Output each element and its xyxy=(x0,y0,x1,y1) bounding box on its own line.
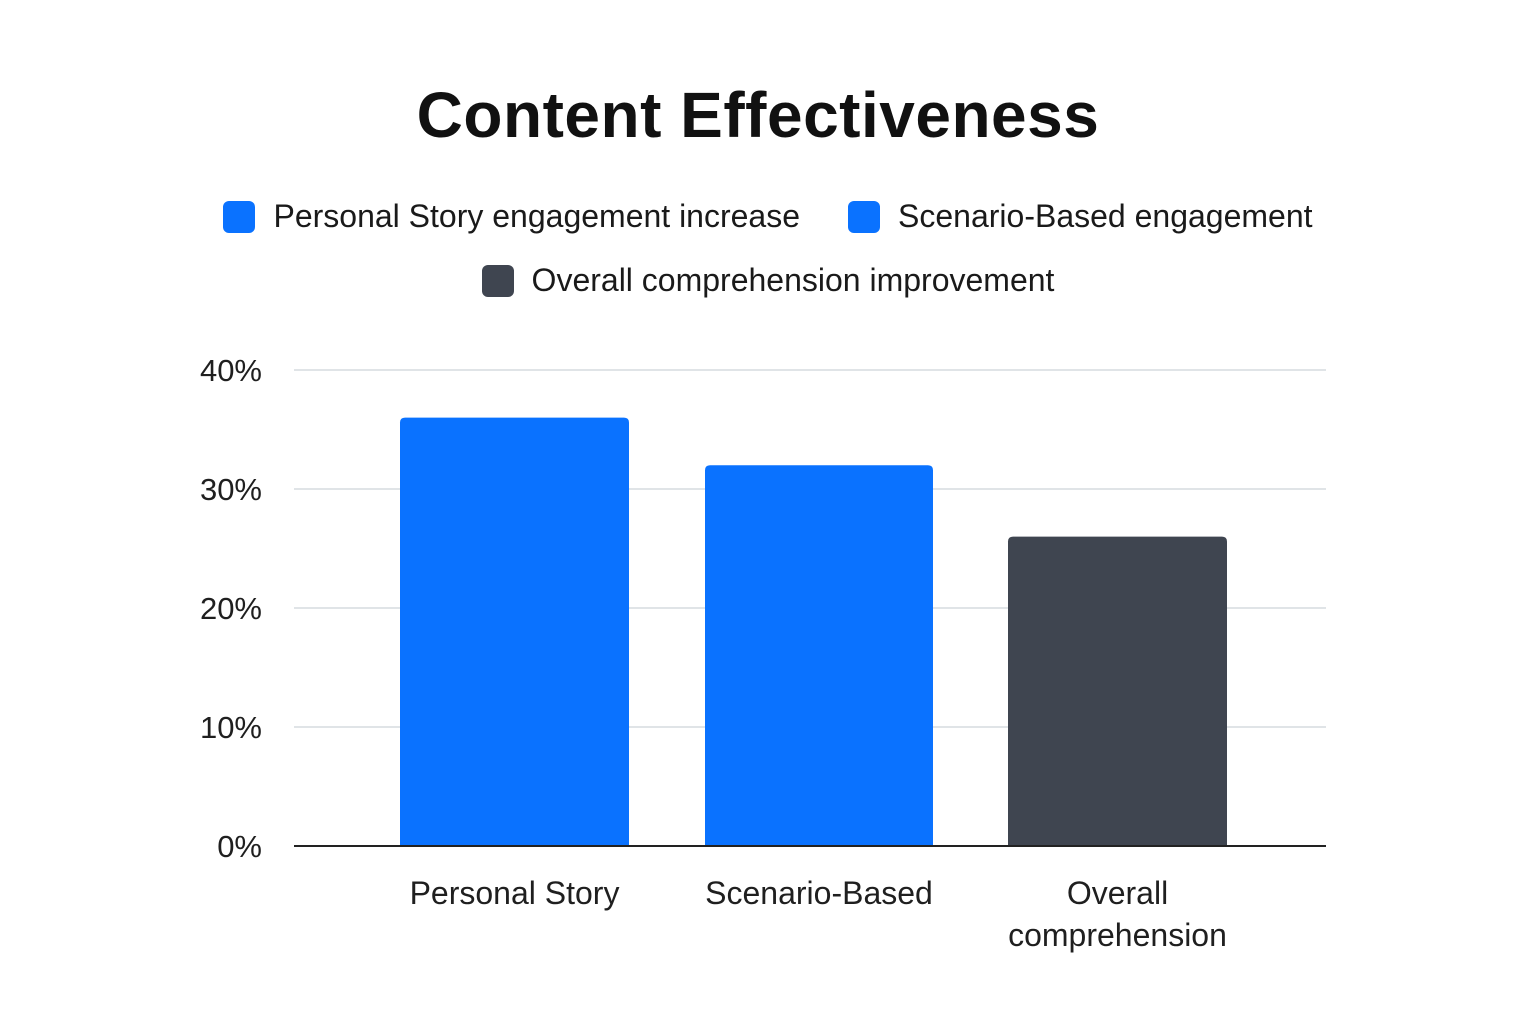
legend-swatch-overall-comprehension xyxy=(481,264,514,297)
legend-swatch-scenario-based xyxy=(848,200,881,233)
legend-item-personal-story: Personal Story engagement increase xyxy=(223,198,800,235)
y-tick-label-30: 30% xyxy=(200,472,262,507)
legend-item-overall-comprehension: Overall comprehension improvement xyxy=(481,262,1055,299)
x-tick-label-2-line-0: Overall xyxy=(1067,875,1168,911)
legend-item-scenario-based: Scenario-Based engagement xyxy=(848,198,1313,235)
legend-label-overall-comprehension: Overall comprehension improvement xyxy=(531,262,1055,298)
chart-title: Content Effectiveness xyxy=(416,79,1100,151)
legend-swatch-personal-story xyxy=(223,200,256,233)
bar-2 xyxy=(1008,536,1227,846)
x-tick-label-2-line-1: comprehension xyxy=(1008,917,1227,953)
bar-1 xyxy=(705,465,933,846)
y-tick-label-10: 10% xyxy=(200,710,262,745)
y-tick-label-20: 20% xyxy=(200,591,262,626)
y-tick-label-40: 40% xyxy=(200,353,262,388)
legend-label-scenario-based: Scenario-Based engagement xyxy=(898,198,1313,234)
x-tick-label-0: Personal Story xyxy=(410,875,620,911)
bar-0 xyxy=(400,417,629,846)
x-tick-label-1: Scenario-Based xyxy=(705,875,933,911)
legend-row-1: Personal Story engagement increase Scena… xyxy=(0,198,1536,235)
legend-row-2: Overall comprehension improvement xyxy=(0,262,1536,299)
y-tick-label-0: 0% xyxy=(217,829,262,864)
legend-label-personal-story: Personal Story engagement increase xyxy=(273,198,801,234)
